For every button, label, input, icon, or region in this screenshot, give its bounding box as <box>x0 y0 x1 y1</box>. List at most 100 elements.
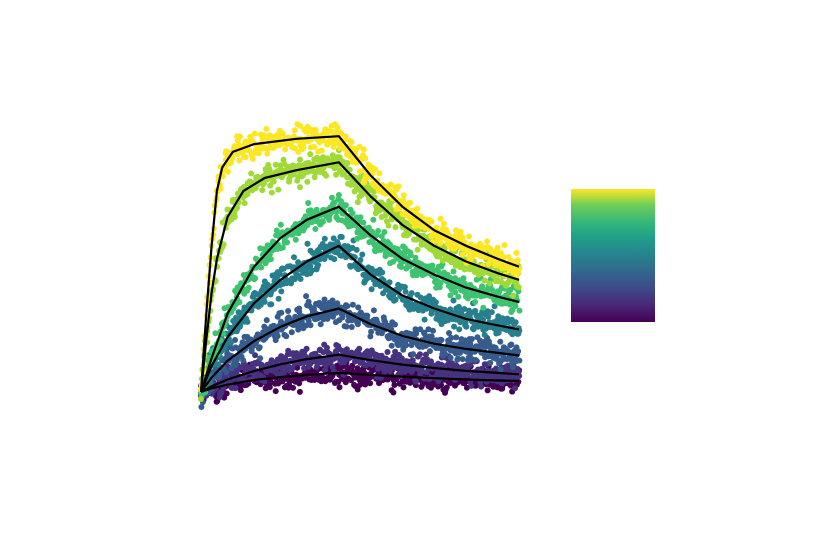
data-point <box>227 339 234 346</box>
data-point <box>342 202 349 209</box>
data-point <box>409 357 416 364</box>
data-point <box>438 337 445 343</box>
data-point <box>261 298 268 305</box>
data-point <box>422 351 429 358</box>
data-point <box>412 254 419 261</box>
data-point <box>252 352 259 359</box>
data-point <box>360 219 367 226</box>
data-point <box>390 389 397 396</box>
data-point <box>237 133 243 140</box>
data-point <box>489 286 496 293</box>
data-point <box>512 385 519 392</box>
data-point <box>296 388 303 395</box>
data-point <box>236 157 243 164</box>
data-point <box>342 133 349 140</box>
data-point <box>278 309 285 316</box>
data-point <box>296 380 303 387</box>
data-point <box>423 305 430 312</box>
data-point <box>400 192 407 199</box>
data-point <box>472 357 479 363</box>
data-point <box>297 276 304 282</box>
data-point <box>249 155 256 162</box>
data-point <box>478 383 485 390</box>
data-point <box>336 384 343 391</box>
data-point <box>270 178 277 185</box>
data-point <box>512 303 519 309</box>
data-point <box>370 188 377 195</box>
data-point <box>312 226 319 232</box>
data-point <box>508 341 515 348</box>
data-point <box>368 328 375 335</box>
data-point <box>387 181 394 188</box>
data-point <box>318 147 325 154</box>
data-point <box>334 124 341 131</box>
data-point <box>456 326 463 333</box>
data-point <box>465 248 471 255</box>
data-point <box>225 168 232 175</box>
data-point <box>356 168 363 175</box>
data-point <box>368 286 375 293</box>
data-point <box>408 290 415 297</box>
data-point <box>331 256 338 263</box>
data-point <box>302 353 309 360</box>
data-point <box>311 143 318 150</box>
data-point <box>398 264 405 270</box>
data-point <box>414 246 421 253</box>
data-point <box>516 307 523 314</box>
data-point <box>255 150 262 157</box>
data-point <box>348 139 355 145</box>
data-point <box>336 144 343 151</box>
data-point <box>310 160 317 167</box>
data-point <box>384 349 391 355</box>
data-point <box>344 303 351 310</box>
data-point <box>356 345 363 352</box>
data-point <box>339 314 346 321</box>
data-point <box>376 170 383 177</box>
data-point <box>244 318 251 325</box>
data-point <box>278 364 285 371</box>
data-point <box>354 386 361 393</box>
data-point <box>360 146 367 153</box>
data-point <box>443 384 450 391</box>
data-point <box>515 284 522 291</box>
data-point <box>302 322 309 329</box>
data-point <box>334 300 341 307</box>
data-point <box>323 172 330 179</box>
data-point <box>401 284 408 290</box>
data-point <box>428 218 435 225</box>
data-point <box>461 306 468 312</box>
data-point <box>359 251 366 258</box>
data-point <box>297 123 304 129</box>
data-point <box>240 357 247 364</box>
data-point <box>490 273 497 280</box>
data-point <box>485 313 492 320</box>
data-point <box>289 365 296 372</box>
data-point <box>437 280 444 286</box>
data-point <box>272 161 279 168</box>
data-point <box>272 388 279 395</box>
data-point <box>435 378 442 385</box>
data-point <box>286 178 292 185</box>
data-point <box>297 184 303 191</box>
data-point <box>430 327 436 334</box>
data-point <box>320 349 327 356</box>
data-point <box>355 304 362 311</box>
data-point <box>329 297 336 304</box>
data-point <box>284 239 291 246</box>
data-point <box>468 336 475 342</box>
data-point <box>400 384 407 391</box>
colorbar <box>571 189 655 322</box>
data-point <box>356 143 363 150</box>
data-point <box>354 199 361 206</box>
data-point <box>307 262 314 269</box>
data-point <box>378 233 385 240</box>
data-point <box>304 178 311 185</box>
data-point <box>311 174 318 181</box>
data-point <box>304 240 311 247</box>
data-point <box>291 127 298 134</box>
data-point <box>370 307 377 314</box>
data-point <box>307 151 314 158</box>
data-point <box>236 299 243 306</box>
data-point <box>234 204 241 211</box>
